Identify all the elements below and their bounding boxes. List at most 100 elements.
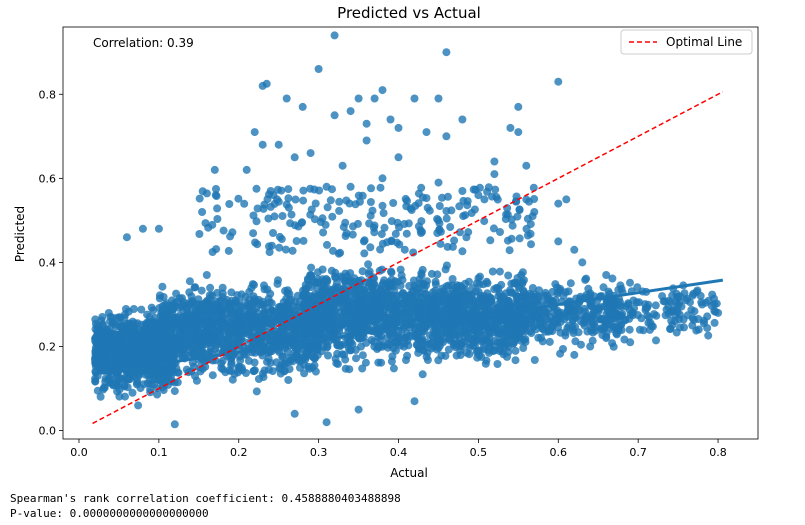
scatter-point [450, 330, 459, 339]
scatter-point [456, 351, 465, 359]
scatter-point [361, 298, 370, 307]
scatter-point [415, 275, 424, 284]
scatter-point [364, 260, 373, 269]
x-tick-label: 0.6 [550, 446, 568, 459]
scatter-point [495, 316, 504, 325]
scatter-point [156, 375, 165, 384]
scatter-point [433, 229, 442, 237]
scatter-point [503, 210, 512, 219]
scatter-point [265, 242, 273, 251]
y-tick-label: 0.4 [39, 256, 57, 269]
scatter-point [677, 302, 686, 311]
scatter-point [358, 364, 367, 373]
scatter-point [296, 363, 304, 372]
scatter-point [434, 178, 443, 187]
scatter-point [307, 205, 316, 214]
scatter-point [480, 217, 489, 226]
scatter-point [486, 236, 495, 245]
scatter-point [312, 302, 321, 311]
scatter-point [358, 351, 367, 360]
scatter-point [298, 102, 307, 111]
scatter-point [577, 340, 585, 349]
scatter-point [311, 199, 320, 208]
scatter-point [375, 304, 384, 312]
scatter-point [338, 273, 347, 282]
scatter-point [187, 300, 196, 309]
scatter-point [703, 324, 712, 332]
scatter-point [338, 161, 347, 170]
scatter-point [551, 296, 560, 304]
scatter-point [365, 219, 374, 228]
scatter-point [412, 283, 420, 292]
scatter-point [447, 206, 456, 215]
x-tick-label: 0.8 [709, 446, 727, 459]
scatter-point [418, 300, 427, 309]
scatter-point [377, 230, 386, 239]
scatter-point [423, 294, 431, 303]
scatter-point [337, 292, 346, 301]
scatter-point [122, 233, 131, 242]
scatter-point [403, 329, 411, 338]
scatter-point [342, 229, 351, 238]
scatter-point [280, 366, 289, 375]
regression-line [92, 278, 724, 376]
scatter-point [250, 358, 259, 367]
scatter-point [522, 195, 531, 204]
scatter-point [476, 330, 484, 339]
scatter-point [322, 343, 331, 352]
legend: Optimal Line [620, 29, 753, 55]
scatter-point [310, 324, 319, 333]
scatter-point [264, 365, 273, 374]
scatter-point [641, 300, 649, 309]
scatter-point [250, 367, 258, 375]
scatter-point [175, 329, 184, 338]
scatter-point [270, 212, 279, 221]
scatter-point [221, 368, 230, 377]
scatter-point [389, 199, 398, 207]
scatter-point [400, 342, 408, 351]
scatter-point [153, 390, 162, 399]
x-tick-label: 0.5 [470, 446, 488, 459]
scatter-point [410, 397, 419, 406]
scatter-point [266, 202, 275, 211]
scatter-point [115, 356, 124, 364]
scatter-point [522, 224, 531, 233]
x-tick-label: 0.1 [150, 446, 168, 459]
scatter-point [220, 326, 229, 335]
scatter-point [529, 183, 538, 192]
scatter-point [275, 348, 284, 356]
scatter-point [301, 355, 310, 364]
scatter-point [300, 369, 309, 378]
scatter-point [448, 242, 457, 251]
scatter-point [694, 315, 703, 323]
scatter-point [212, 192, 221, 200]
scatter-point [217, 317, 225, 326]
scatter-point [173, 378, 182, 387]
scatter-point [190, 283, 199, 292]
scatter-point [504, 271, 513, 280]
scatter-point [508, 221, 517, 230]
scatter-point [323, 240, 331, 249]
scatter-point [418, 265, 427, 274]
scatter-point [410, 326, 419, 335]
scatter-point [260, 285, 269, 294]
scatter-point [253, 204, 262, 213]
scatter-point [591, 326, 600, 335]
scatter-point [554, 199, 563, 208]
scatter-point [129, 337, 138, 346]
scatter-point [284, 376, 293, 384]
scatter-point [306, 341, 314, 350]
scatter-point [359, 237, 368, 246]
y-tick-label: 0.6 [39, 172, 57, 185]
optimal-line [92, 91, 724, 425]
scatter-point [688, 291, 697, 300]
scatter-point [335, 197, 344, 206]
scatter-point [571, 322, 580, 331]
scatter-point [216, 297, 225, 305]
scatter-point [121, 392, 129, 401]
scatter-point [534, 333, 543, 342]
scatter-point [367, 184, 375, 193]
scatter-point [380, 223, 389, 232]
scatter-point [219, 226, 228, 235]
scatter-point [418, 193, 427, 202]
